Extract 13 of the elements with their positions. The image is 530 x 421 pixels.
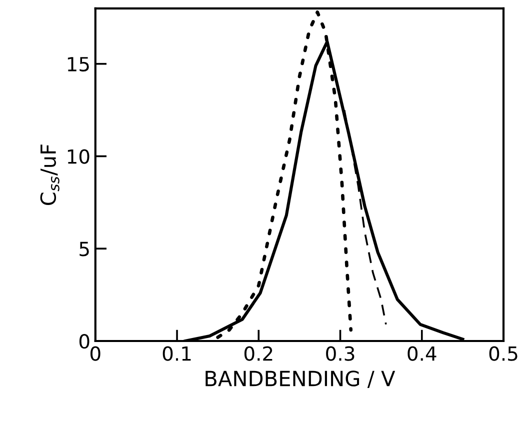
y-tick-label: 15 — [68, 57, 89, 72]
x-tick-label: 0.5 — [489, 346, 518, 361]
line-series — [343, 109, 387, 326]
y-tick-label: 5 — [80, 242, 89, 256]
x-tick-label: 0 — [90, 346, 100, 361]
x-tick-label: 0.3 — [326, 346, 354, 361]
x-axis-title: BANDBENDING / V — [206, 370, 396, 388]
y-tick-label: 10 — [68, 149, 90, 164]
y-axis-title: C$_{ss}$/uF — [40, 144, 60, 206]
x-tick-label: 0.2 — [244, 346, 272, 361]
y-tick-label: 0 — [79, 334, 90, 349]
x-tick-label: 0.4 — [408, 346, 436, 361]
x-tick-label: 0.1 — [162, 346, 191, 361]
